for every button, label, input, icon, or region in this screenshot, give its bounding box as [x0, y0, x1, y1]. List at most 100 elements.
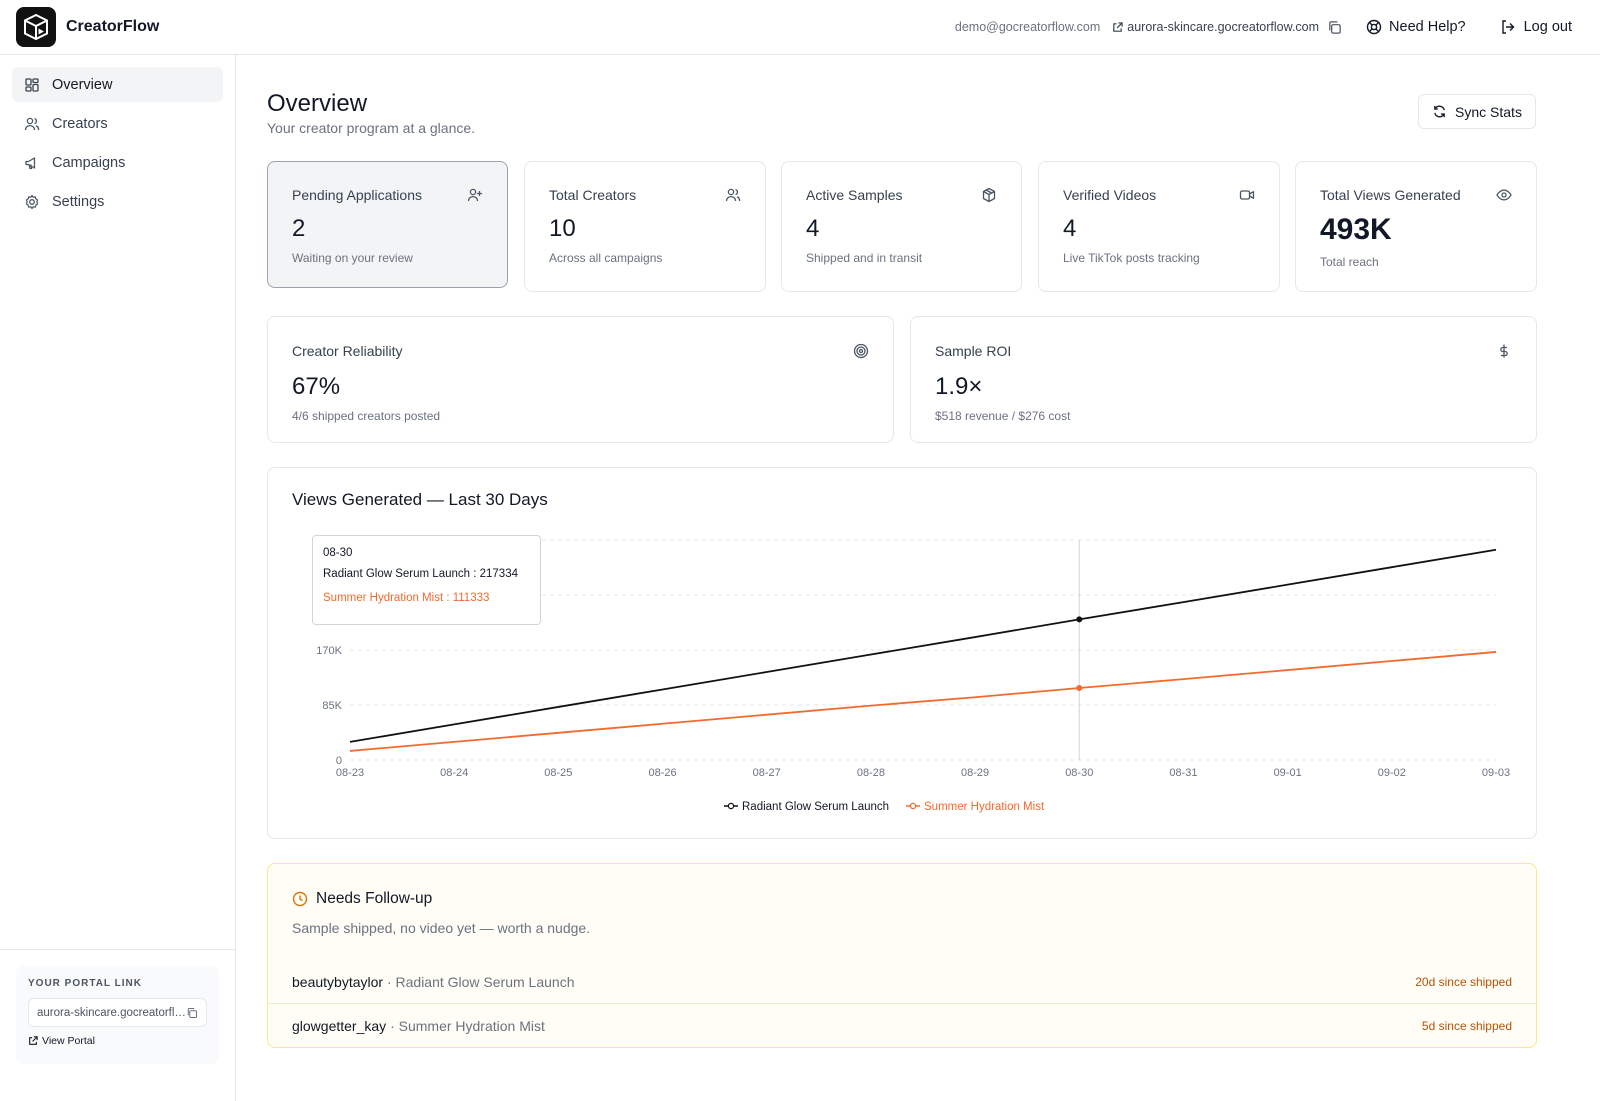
external-link-icon — [29, 1036, 38, 1045]
page-subtitle: Your creator program at a glance. — [267, 120, 476, 136]
stat-card-total-creators[interactable]: Total Creators 10 Across all campaigns — [524, 161, 766, 292]
stat-value: 4 — [806, 215, 820, 242]
need-help-label: Need Help? — [1389, 19, 1466, 35]
logout-button[interactable]: Log out — [1500, 19, 1572, 35]
metric-value: 1.9× — [935, 373, 983, 400]
legend-marker — [909, 802, 917, 810]
x-tick-label: 08-23 — [336, 767, 364, 779]
stat-card-verified-videos[interactable]: Verified Videos 4 Live TikTok posts trac… — [1038, 161, 1280, 292]
sidebar-footer: YOUR PORTAL LINK aurora-skincare.gocreat… — [0, 949, 235, 1101]
video-icon — [1239, 190, 1255, 200]
metric-value: 67% — [292, 373, 341, 400]
tooltip-series-2: Summer Hydration Mist : 111333 — [323, 592, 490, 604]
y-tick-label: 85K — [322, 700, 342, 712]
sync-stats-button[interactable]: Sync Stats — [1418, 94, 1536, 129]
series-point — [1076, 616, 1083, 623]
followup-row[interactable]: glowgetter_kay · Summer Hydration Mist 5… — [268, 1004, 1536, 1048]
x-tick-label: 08-30 — [1065, 767, 1093, 779]
sidebar: Overview Creators Campaigns Settings YOU… — [0, 55, 236, 1101]
sync-stats-label: Sync Stats — [1455, 103, 1522, 120]
user-plus-icon — [467, 188, 482, 202]
x-tick-label: 08-28 — [857, 767, 885, 779]
need-help-button[interactable]: Need Help? — [1366, 19, 1466, 35]
x-tick-label: 08-31 — [1169, 767, 1197, 779]
needs-followup-card: Needs Follow-up Sample shipped, no video… — [267, 863, 1537, 1048]
x-tick-label: 08-27 — [753, 767, 781, 779]
sidebar-item-label: Campaigns — [52, 154, 126, 171]
stat-label: Pending Applications — [292, 187, 422, 203]
creatorflow-logo-icon — [16, 7, 56, 47]
stat-value: 2 — [292, 215, 306, 242]
stat-label: Total Views Generated — [1320, 187, 1461, 203]
view-portal-link[interactable]: View Portal — [28, 1035, 207, 1047]
legend-marker — [727, 802, 735, 810]
users-icon — [725, 188, 741, 202]
logout-label: Log out — [1523, 19, 1572, 35]
clock-icon — [292, 891, 308, 907]
tooltip-date: 08-30 — [323, 547, 353, 559]
x-tick-label: 08-24 — [440, 767, 468, 779]
series-line — [349, 548, 1497, 743]
stat-value: 4 — [1063, 215, 1077, 242]
chart-title: Views Generated — Last 30 Days — [292, 490, 548, 509]
external-link-icon — [1113, 21, 1123, 32]
followup-header: Needs Follow-up — [292, 890, 432, 908]
y-tick-label: 170K — [316, 645, 342, 657]
sidebar-item-label: Creators — [52, 115, 108, 132]
stat-card-pending-applications[interactable]: Pending Applications 2 Waiting on your r… — [267, 161, 508, 288]
campaign-name: · Summer Hydration Mist — [390, 1018, 545, 1034]
copy-domain-button[interactable] — [1327, 20, 1342, 35]
stat-label: Total Creators — [549, 187, 637, 203]
portal-domain-link[interactable]: aurora-skincare.gocreatorflow.com — [1112, 20, 1319, 34]
followup-row[interactable]: beautybytaylor · Radiant Glow Serum Laun… — [268, 960, 1536, 1004]
metric-label: Sample ROI — [935, 343, 1012, 359]
sidebar-item-settings[interactable]: Settings — [12, 184, 223, 219]
views-line-chart[interactable]: 0 85K 170K 08-23 08-24 08-25 08-26 08-27 08-28 08… — [268, 468, 1538, 840]
y-tick-label: 0 — [336, 755, 342, 767]
portal-link-title: YOUR PORTAL LINK — [28, 978, 142, 989]
top-bar: CreatorFlow demo@gocreatorflow.com auror… — [0, 0, 1600, 55]
sidebar-item-creators[interactable]: Creators — [12, 106, 223, 141]
main-content: Overview Your creator program at a glanc… — [236, 55, 1600, 1101]
gear-icon — [25, 194, 39, 209]
stat-value: 10 — [549, 215, 576, 242]
x-tick-label: 09-01 — [1274, 767, 1302, 779]
sidebar-item-overview[interactable]: Overview — [12, 67, 223, 102]
stat-card-active-samples[interactable]: Active Samples 4 Shipped and in transit — [781, 161, 1022, 292]
sidebar-nav: Overview Creators Campaigns Settings — [0, 55, 235, 235]
sidebar-item-campaigns[interactable]: Campaigns — [12, 145, 223, 180]
logout-icon — [1501, 20, 1515, 34]
megaphone-icon — [25, 156, 36, 169]
stat-note: Waiting on your review — [292, 251, 413, 265]
creator-handle: beautybytaylor — [292, 973, 384, 990]
stat-note: Across all campaigns — [549, 251, 663, 265]
stat-value: 493K — [1320, 213, 1392, 246]
stat-card-total-views[interactable]: Total Views Generated 493K Total reach — [1295, 161, 1537, 292]
legend-label: Radiant Glow Serum Launch — [742, 801, 889, 813]
app-name: CreatorFlow — [66, 18, 160, 35]
campaign-name: · Radiant Glow Serum Launch — [386, 973, 575, 990]
creator-handle: glowgetter_kay — [292, 1018, 387, 1034]
account-email: demo@gocreatorflow.com — [954, 20, 1101, 34]
dollar-icon — [1500, 344, 1508, 358]
sidebar-item-label: Settings — [52, 193, 105, 210]
chart-tooltip: 08-30 Radiant Glow Serum Launch : 217334… — [312, 535, 541, 625]
view-portal-label: View Portal — [42, 1035, 95, 1047]
x-tick-label: 08-29 — [961, 767, 989, 779]
target-icon — [853, 343, 869, 359]
refresh-icon — [1434, 105, 1445, 118]
eye-icon — [1496, 189, 1512, 201]
x-tick-label: 08-26 — [648, 767, 676, 779]
brand[interactable]: CreatorFlow — [16, 7, 159, 47]
metric-card-creator-reliability[interactable]: Creator Reliability 67% 4/6 shipped crea… — [267, 316, 894, 443]
metric-label: Creator Reliability — [292, 343, 403, 359]
portal-link-field[interactable]: aurora-skincare.gocreatorflow.com — [28, 998, 207, 1027]
x-tick-label: 09-02 — [1378, 767, 1406, 779]
metric-card-sample-roi[interactable]: Sample ROI 1.9× $518 revenue / $276 cost — [910, 316, 1537, 443]
metric-note: 4/6 shipped creators posted — [292, 409, 441, 423]
stat-label: Active Samples — [806, 187, 903, 203]
stat-label: Verified Videos — [1063, 187, 1157, 203]
copy-icon[interactable] — [186, 1007, 198, 1019]
lifebuoy-icon — [1366, 19, 1382, 35]
followup-subtitle: Sample shipped, no video yet — worth a n… — [292, 920, 591, 936]
